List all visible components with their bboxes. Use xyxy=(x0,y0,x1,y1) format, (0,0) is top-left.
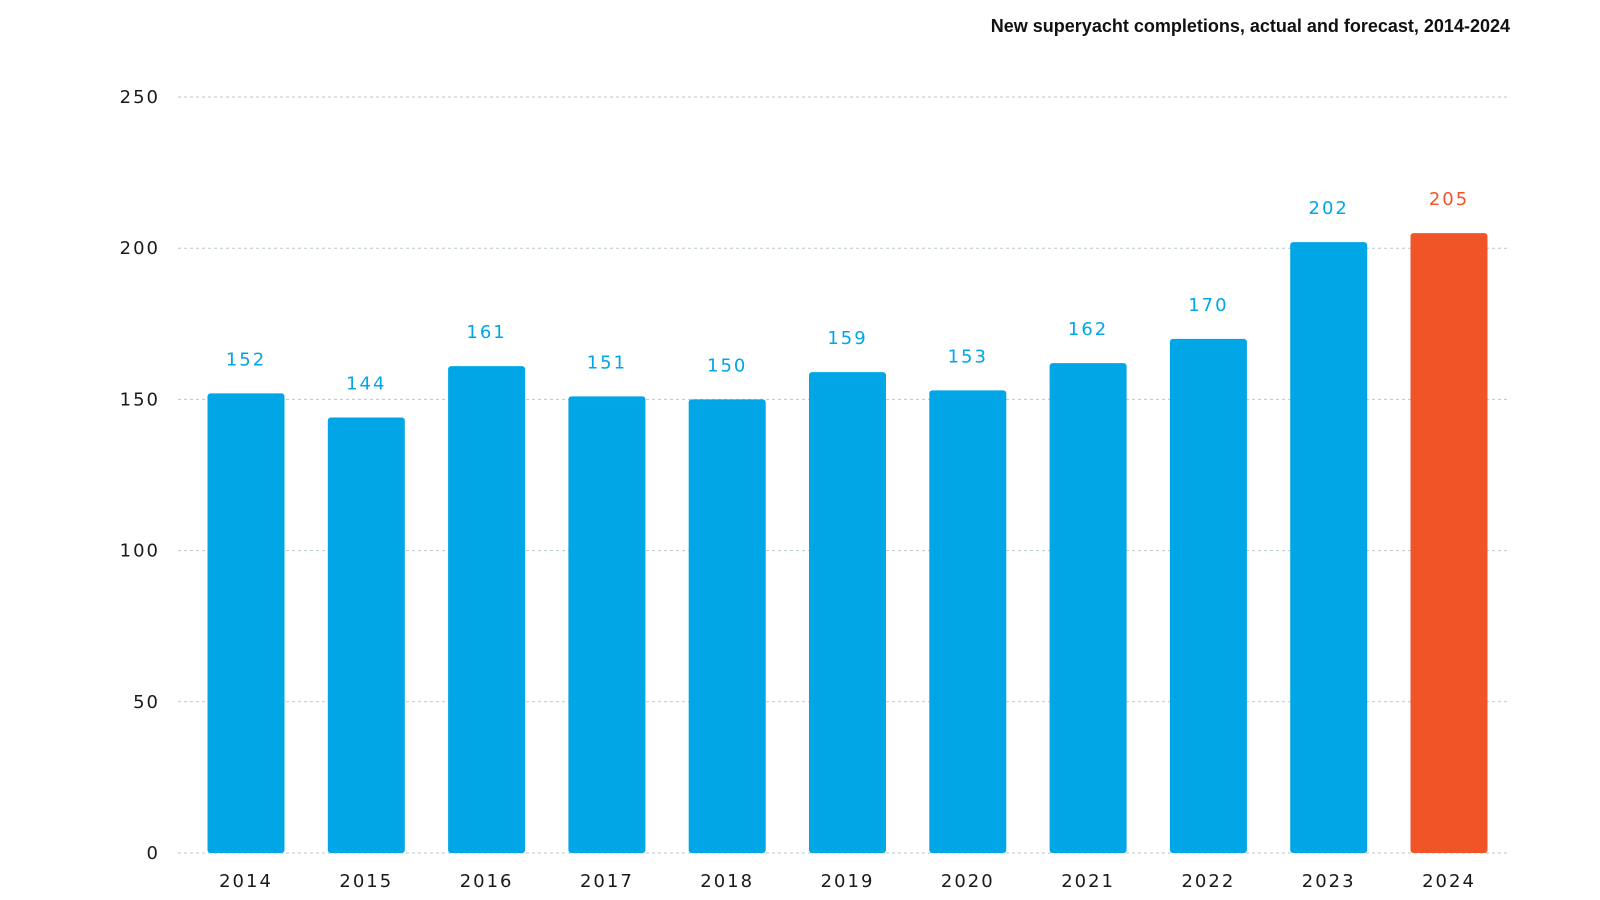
value-label: 162 xyxy=(1068,319,1108,340)
x-tick-label: 2021 xyxy=(1061,871,1115,892)
x-tick-label: 2023 xyxy=(1302,871,1356,892)
bar-2017 xyxy=(568,396,646,853)
bars xyxy=(207,233,1488,854)
bar-2014 xyxy=(207,393,285,853)
chart-title: New superyacht completions, actual and f… xyxy=(991,16,1510,36)
bar-2018 xyxy=(688,399,766,853)
x-tick-label: 2022 xyxy=(1181,871,1235,892)
y-axis-ticks: 0 50 100 150 200 250 xyxy=(120,87,160,864)
x-tick-label: 2018 xyxy=(700,871,754,892)
value-label: 205 xyxy=(1429,189,1469,210)
value-label: 144 xyxy=(346,374,386,395)
bar-2020 xyxy=(929,390,1007,853)
y-tick-label: 250 xyxy=(120,87,160,108)
x-tick-label: 2024 xyxy=(1422,871,1476,892)
x-tick-label: 2017 xyxy=(580,871,634,892)
x-tick-label: 2019 xyxy=(821,871,875,892)
y-tick-label: 0 xyxy=(147,843,160,864)
y-tick-label: 50 xyxy=(133,692,160,713)
y-tick-label: 150 xyxy=(120,389,160,410)
bar-2022 xyxy=(1169,338,1247,853)
value-label: 151 xyxy=(587,352,627,373)
bar-2015 xyxy=(327,417,405,853)
bar-2024 xyxy=(1410,233,1488,853)
value-label: 161 xyxy=(466,322,506,343)
bar-2021 xyxy=(1049,363,1127,853)
bar-2023 xyxy=(1290,242,1368,854)
x-tick-label: 2016 xyxy=(460,871,514,892)
x-tick-label: 2014 xyxy=(219,871,273,892)
value-label: 150 xyxy=(707,355,747,376)
x-tick-label: 2015 xyxy=(339,871,393,892)
y-tick-label: 100 xyxy=(120,541,160,562)
value-label: 170 xyxy=(1188,295,1228,316)
bar-2019 xyxy=(809,372,886,853)
value-label: 159 xyxy=(827,328,867,349)
value-labels: 152 144 161 151 150 159 153 162 170 202 205 xyxy=(226,189,1469,395)
value-label: 202 xyxy=(1309,198,1349,219)
bar-2016 xyxy=(448,366,526,853)
value-label: 153 xyxy=(948,346,988,367)
value-label: 152 xyxy=(226,349,266,370)
y-tick-label: 200 xyxy=(120,238,160,259)
x-axis-ticks: 2014 2015 2016 2017 2018 2019 2020 2021 2022 2023… xyxy=(219,871,1476,892)
x-tick-label: 2020 xyxy=(941,871,995,892)
